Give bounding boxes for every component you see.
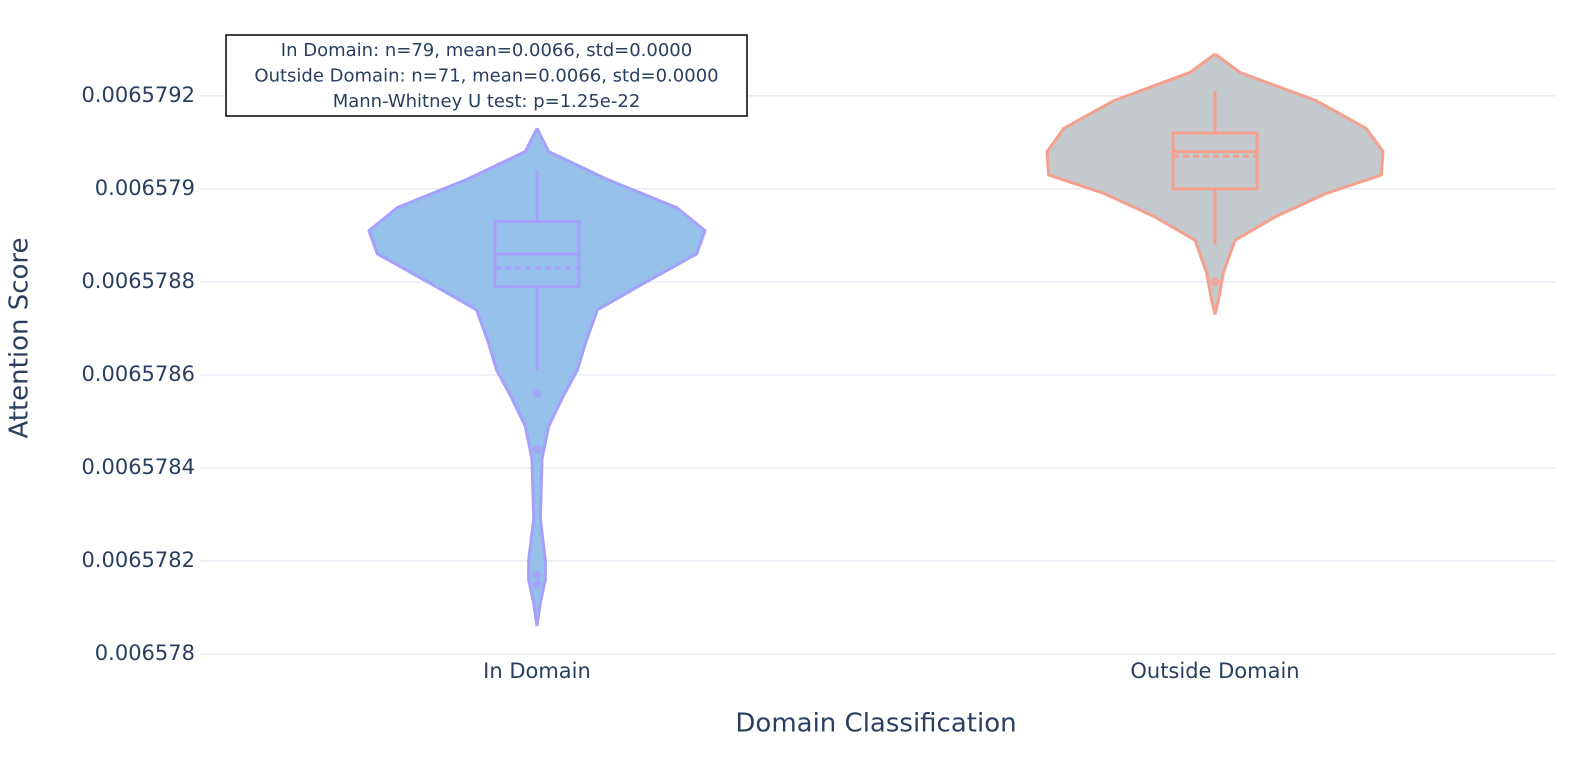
outlier — [532, 389, 542, 399]
y-axis-title: Attention Score — [5, 237, 35, 438]
y-tick-label: 0.0065788 — [81, 269, 195, 293]
y-tick-label: 0.0065782 — [81, 548, 195, 572]
violin-outline — [1045, 52, 1217, 315]
annotation-box — [225, 34, 748, 117]
x-axis-title: Domain Classification — [735, 709, 1016, 739]
violin-outline — [367, 127, 539, 627]
annotation-text: In Domain: n=79, mean=0.0066, std=0.0000 — [281, 40, 692, 61]
violin-outline — [1213, 52, 1385, 315]
y-tick-label: 0.006578 — [95, 641, 195, 665]
y-tick-label: 0.0065786 — [81, 362, 195, 386]
outlier — [532, 570, 542, 580]
y-tick-label: 0.0065784 — [81, 455, 195, 479]
violin-outline — [535, 127, 707, 627]
annotation-text: Mann-Whitney U test: p=1.25e-22 — [333, 91, 641, 112]
outlier — [532, 579, 542, 589]
annotation-text: Outside Domain: n=71, mean=0.0066, std=0… — [254, 66, 718, 87]
y-tick-label: 0.0065792 — [81, 83, 195, 107]
y-tick-label: 0.006579 — [95, 176, 195, 200]
x-tick-label: Outside Domain — [1130, 659, 1299, 683]
outlier — [532, 444, 542, 454]
outlier — [1210, 277, 1220, 287]
x-tick-label: In Domain — [483, 659, 591, 683]
box — [1171, 131, 1259, 191]
